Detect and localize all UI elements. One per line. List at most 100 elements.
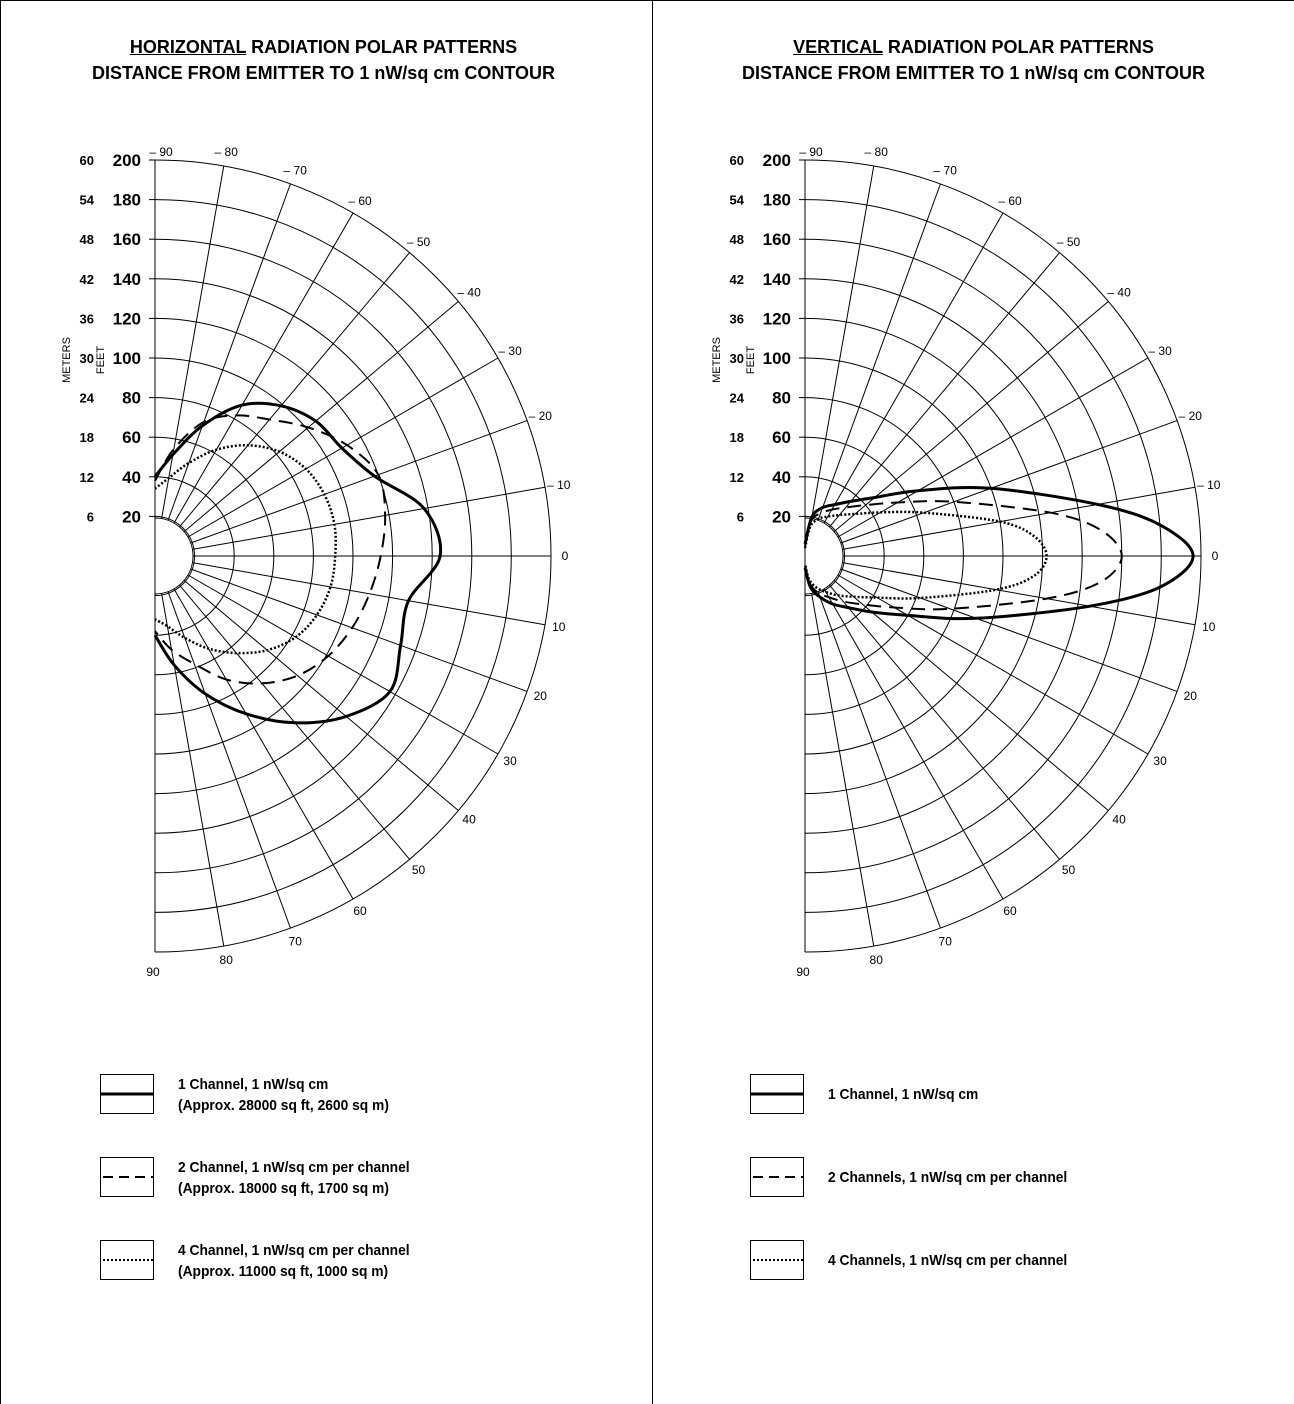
grid-spoke (192, 486, 546, 550)
meters-tick-label: 42 (80, 272, 94, 287)
title-underlined-word: HORIZONTAL (129, 37, 247, 57)
feet-tick-label: 120 (763, 309, 791, 328)
series-solid-curve (153, 401, 443, 725)
meters-tick-label: 54 (80, 193, 95, 208)
meters-tick-label: 30 (80, 351, 94, 366)
legend-label: 2 Channels, 1 nW/sq cm per channel (828, 1169, 1068, 1186)
angle-label: – 90 (149, 145, 173, 159)
angle-label: 20 (1184, 689, 1198, 703)
series-solid-curve (803, 485, 1195, 621)
feet-tick-label: 120 (113, 309, 141, 328)
feet-tick-label: 40 (122, 468, 141, 487)
meters-axis-title: METERS (61, 337, 73, 383)
angle-label: – 50 (407, 235, 431, 249)
angle-label: 90 (146, 965, 160, 979)
grid-spoke (179, 252, 410, 528)
grid-spoke (833, 301, 1109, 532)
angle-label: 30 (503, 754, 517, 768)
angle-label: – 70 (284, 164, 308, 178)
legend-label: 1 Channel, 1 nW/sq cm (178, 1076, 329, 1093)
angle-label: 60 (353, 904, 367, 918)
grid-spoke (190, 420, 528, 544)
angle-label: – 50 (1057, 235, 1081, 249)
legend-text: 4 Channels, 1 nW/sq cm per channel (828, 1250, 1067, 1271)
angle-label: – 30 (498, 344, 522, 358)
angle-label: 90 (796, 965, 810, 979)
frame-top-border (0, 0, 1294, 1)
grid-spoke (183, 580, 459, 811)
legend-swatch-dotted (750, 1240, 804, 1280)
angle-label: – 60 (998, 194, 1022, 208)
horizontal-polar-plot: – 90 – 80 – 70 – 60 – 50 – 40 – 30 – 20 – 10 0 10 2… (61, 145, 571, 979)
legend-area-note: (Approx. 18000 sq ft, 1700 sq m) (178, 1180, 389, 1197)
title-rest: RADIATION POLAR PATTERNS (246, 37, 518, 57)
legend-text: 2 Channels, 1 nW/sq cm per channel (828, 1167, 1067, 1188)
grid-spoke (837, 357, 1149, 538)
meters-tick-label: 60 (730, 153, 744, 168)
feet-tick-label: 20 (772, 507, 791, 526)
meters-tick-label: 12 (80, 470, 94, 485)
legend-area-note: (Approx. 11000 sq ft, 1000 sq m) (178, 1263, 389, 1280)
series-dashed-curve (154, 414, 387, 685)
feet-tick-label: 100 (763, 349, 791, 368)
vertical-polar-plot: – 90 – 80 – 70 – 60 – 50 – 40 – 30 – 20 – 10 0 10 2… (711, 145, 1221, 979)
angle-label: 40 (1112, 813, 1126, 827)
meters-tick-label: 60 (80, 153, 94, 168)
meters-axis-title: METERS (711, 337, 723, 383)
angle-label: 60 (1003, 904, 1017, 918)
series-dashed-curve (804, 500, 1123, 611)
grid-spoke (842, 562, 1196, 626)
grid-spoke (823, 588, 1004, 900)
feet-tick-label: 200 (763, 151, 791, 170)
meters-tick-label: 18 (730, 430, 744, 445)
angle-label: – 10 (1197, 478, 1221, 492)
grid-spoke (161, 593, 225, 947)
horizontal-pattern-panel: HORIZONTAL RADIATION POLAR PATTERNS DIST… (61, 37, 571, 1282)
meters-tick-label: 48 (730, 232, 744, 247)
legend-swatch-dashed (750, 1157, 804, 1197)
angle-label: 10 (552, 620, 566, 634)
grid-spoke (173, 212, 354, 524)
meters-tick-label: 12 (730, 470, 744, 485)
meters-tick-label: 18 (80, 430, 94, 445)
grid-spoke (167, 591, 291, 929)
legend-label: 2 Channel, 1 nW/sq cm per channel (178, 1159, 410, 1176)
series-dotted-curve (803, 510, 1048, 600)
angle-label: – 20 (529, 409, 553, 423)
grid-spoke (833, 580, 1109, 811)
angle-label: – 30 (1148, 344, 1172, 358)
angle-label: – 90 (799, 145, 823, 159)
legend-text: 4 Channel, 1 nW/sq cm per channel (Appro… (178, 1240, 410, 1282)
feet-tick-label: 140 (113, 270, 141, 289)
grid-spoke (837, 574, 1149, 755)
angle-label: 70 (939, 934, 953, 948)
grid-spoke (811, 165, 875, 519)
angle-label: 0 (562, 549, 569, 563)
vertical-pattern-panel: VERTICAL RADIATION POLAR PATTERNS DISTAN… (650, 0, 1294, 1404)
frame-left-border (0, 0, 1, 1404)
chart-subtitle: DISTANCE FROM EMITTER TO 1 nW/sq cm CONT… (91, 63, 556, 83)
meters-tick-label: 30 (730, 351, 744, 366)
feet-tick-label: 180 (113, 191, 141, 210)
series-dotted-curve (154, 444, 337, 655)
legend-text: 1 Channel, 1 nW/sq cm (Approx. 28000 sq … (178, 1074, 389, 1116)
grid-spoke (817, 591, 941, 929)
grid-spoke (192, 562, 546, 626)
feet-tick-label: 200 (113, 151, 141, 170)
feet-axis-title: FEET (745, 346, 757, 374)
legend-label: 4 Channel, 1 nW/sq cm per channel (178, 1242, 410, 1259)
grid-spoke (823, 212, 1004, 524)
feet-tick-label: 160 (763, 230, 791, 249)
legend-swatch-solid (100, 1074, 154, 1114)
legend-label: 1 Channel, 1 nW/sq cm (828, 1086, 979, 1103)
vertical-chart-title: VERTICAL RADIATION POLAR PATTERNS DISTAN… (650, 34, 1294, 86)
angle-label: – 70 (934, 164, 958, 178)
chart-subtitle: DISTANCE FROM EMITTER TO 1 nW/sq cm CONT… (741, 63, 1206, 83)
grid-spoke (173, 588, 354, 900)
grid-spoke (183, 301, 459, 532)
feet-tick-label: 140 (763, 270, 791, 289)
angle-label: 30 (1153, 754, 1167, 768)
meters-tick-label: 36 (730, 311, 744, 326)
angle-label: 40 (462, 813, 476, 827)
